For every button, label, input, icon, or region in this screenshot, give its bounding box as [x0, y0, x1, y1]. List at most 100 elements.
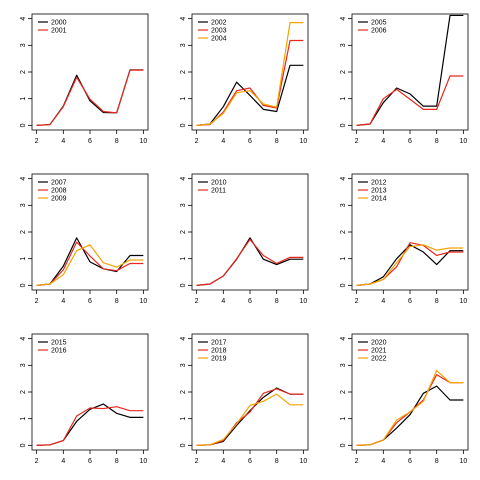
- y-tick-label: 1: [180, 257, 187, 261]
- x-tick-label: 10: [139, 298, 147, 305]
- x-tick-label: 6: [88, 458, 92, 465]
- legend-label: 2005: [371, 20, 387, 27]
- y-tick-label: 3: [20, 203, 27, 207]
- y-tick-label: 4: [340, 177, 347, 181]
- y-tick-label: 0: [180, 443, 187, 447]
- y-tick-label: 4: [180, 177, 187, 181]
- y-tick-label: 4: [20, 17, 27, 21]
- x-tick-label: 8: [115, 458, 119, 465]
- y-tick-label: 2: [180, 230, 187, 234]
- x-tick-label: 2: [35, 298, 39, 305]
- series-line-2018: [196, 388, 304, 446]
- legend-label: 2003: [211, 28, 227, 35]
- y-tick-label: 0: [20, 283, 27, 287]
- y-tick-label: 1: [340, 97, 347, 101]
- series-line-2011: [196, 238, 304, 286]
- x-tick-label: 8: [435, 138, 439, 145]
- series-line-2010: [196, 237, 304, 286]
- x-tick-label: 6: [88, 138, 92, 145]
- y-tick-label: 4: [340, 337, 347, 341]
- legend-label: 2010: [211, 180, 227, 187]
- y-tick-label: 4: [180, 337, 187, 341]
- x-tick-label: 10: [299, 458, 307, 465]
- series-line-2002: [196, 64, 304, 126]
- plot-frame: [31, 173, 149, 291]
- legend-label: 2000: [51, 20, 67, 27]
- y-tick-label: 2: [180, 390, 187, 394]
- series-line-2007: [36, 237, 144, 286]
- legend-label: 2008: [51, 188, 67, 195]
- x-tick-label: 4: [61, 458, 65, 465]
- x-tick-label: 8: [435, 298, 439, 305]
- x-tick-label: 2: [35, 458, 39, 465]
- y-tick-label: 3: [20, 43, 27, 47]
- y-tick-label: 1: [20, 257, 27, 261]
- x-tick-label: 2: [195, 138, 199, 145]
- x-tick-label: 6: [408, 458, 412, 465]
- x-tick-label: 10: [139, 138, 147, 145]
- y-tick-label: 4: [340, 17, 347, 21]
- x-tick-label: 8: [115, 138, 119, 145]
- x-tick-label: 8: [435, 458, 439, 465]
- legend-label: 2001: [51, 28, 67, 35]
- series-line-2014: [356, 244, 464, 286]
- x-tick-label: 4: [221, 298, 225, 305]
- y-tick-label: 0: [340, 283, 347, 287]
- plot-frame: [351, 333, 469, 451]
- legend-label: 2004: [211, 36, 227, 43]
- series-line-2009: [36, 244, 144, 286]
- y-tick-label: 2: [180, 70, 187, 74]
- x-tick-label: 8: [275, 458, 279, 465]
- legend-label: 2016: [51, 348, 67, 355]
- legend-label: 2013: [371, 188, 387, 195]
- series-line-2021: [356, 374, 464, 446]
- x-tick-label: 2: [35, 138, 39, 145]
- legend-label: 2020: [371, 340, 387, 347]
- series-line-2004: [196, 22, 304, 126]
- y-tick-label: 2: [340, 70, 347, 74]
- series-line-2013: [356, 242, 464, 286]
- y-tick-label: 2: [20, 390, 27, 394]
- series-line-2006: [356, 75, 464, 126]
- legend-label: 2018: [211, 348, 227, 355]
- series-line-2017: [196, 387, 304, 446]
- x-tick-label: 4: [61, 298, 65, 305]
- x-tick-label: 10: [299, 138, 307, 145]
- x-tick-label: 4: [381, 458, 385, 465]
- y-tick-label: 2: [20, 230, 27, 234]
- y-tick-label: 3: [340, 43, 347, 47]
- y-tick-label: 1: [20, 417, 27, 421]
- series-line-2012: [356, 244, 464, 286]
- x-tick-label: 4: [381, 138, 385, 145]
- x-tick-label: 6: [248, 138, 252, 145]
- legend-label: 2017: [211, 340, 227, 347]
- x-tick-label: 4: [221, 458, 225, 465]
- x-tick-label: 8: [275, 298, 279, 305]
- y-tick-label: 3: [340, 203, 347, 207]
- y-tick-label: 4: [180, 17, 187, 21]
- x-tick-label: 6: [248, 458, 252, 465]
- x-tick-label: 4: [61, 138, 65, 145]
- y-tick-label: 1: [20, 97, 27, 101]
- y-tick-label: 1: [340, 417, 347, 421]
- y-tick-label: 0: [180, 283, 187, 287]
- y-tick-label: 0: [20, 123, 27, 127]
- x-tick-label: 2: [195, 298, 199, 305]
- x-tick-label: 8: [275, 138, 279, 145]
- y-tick-label: 2: [20, 70, 27, 74]
- x-tick-label: 10: [459, 138, 467, 145]
- y-tick-label: 0: [180, 123, 187, 127]
- legend-label: 2002: [211, 20, 227, 27]
- x-tick-label: 2: [195, 458, 199, 465]
- y-tick-label: 4: [20, 177, 27, 181]
- legend-label: 2007: [51, 180, 67, 187]
- plot-frame: [351, 13, 469, 131]
- legend-label: 2006: [371, 28, 387, 35]
